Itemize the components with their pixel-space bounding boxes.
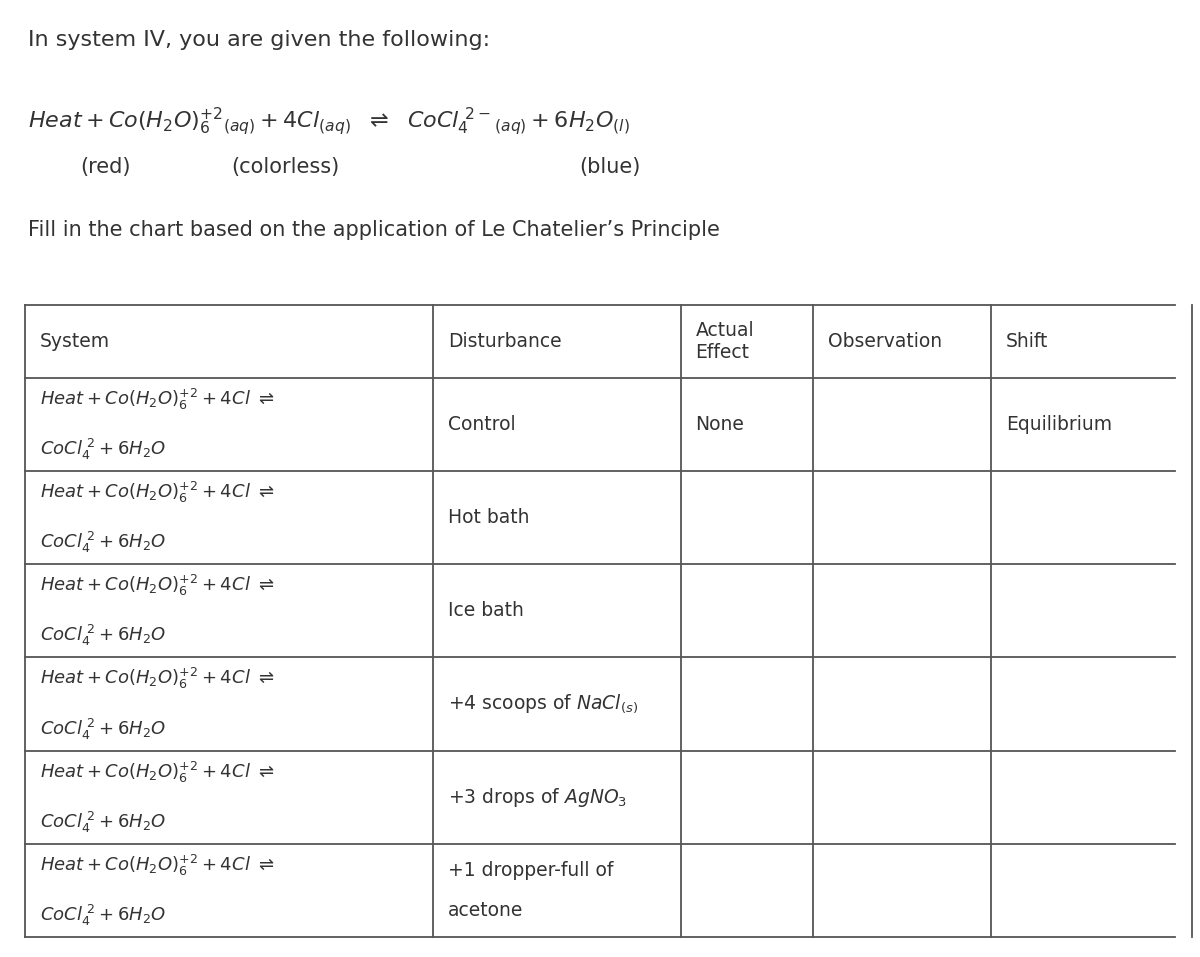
Text: In system IV, you are given the following:: In system IV, you are given the followin… bbox=[28, 30, 490, 50]
Text: Hot bath: Hot bath bbox=[449, 508, 529, 527]
Text: Equilibrium: Equilibrium bbox=[1006, 414, 1112, 434]
Text: Ice bath: Ice bath bbox=[449, 601, 524, 620]
Text: $\mathit{Heat + Co(H_2O)_{6}^{+2}{}_{(aq)} + 4Cl_{(aq)}}$$\ \ \rightleftharpoons: $\mathit{Heat + Co(H_2O)_{6}^{+2}{}_{(aq… bbox=[28, 105, 630, 137]
Text: (colorless): (colorless) bbox=[230, 157, 340, 177]
Text: Observation: Observation bbox=[828, 332, 942, 351]
Text: $\mathit{CoCl_4^{\ 2} + 6H_2O}$: $\mathit{CoCl_4^{\ 2} + 6H_2O}$ bbox=[40, 717, 166, 742]
Text: (blue): (blue) bbox=[580, 157, 641, 177]
Text: $\mathit{CoCl_4^{\ 2} + 6H_2O}$: $\mathit{CoCl_4^{\ 2} + 6H_2O}$ bbox=[40, 810, 166, 835]
Text: $\mathit{Heat + Co(H_2O)_6^{+2} + 4Cl\ \rightleftharpoons}$: $\mathit{Heat + Co(H_2O)_6^{+2} + 4Cl\ \… bbox=[40, 666, 275, 691]
Text: $\mathit{Heat + Co(H_2O)_6^{+2} + 4Cl\ \rightleftharpoons}$: $\mathit{Heat + Co(H_2O)_6^{+2} + 4Cl\ \… bbox=[40, 760, 275, 785]
Text: +3 drops of $\mathit{AgNO_3}$: +3 drops of $\mathit{AgNO_3}$ bbox=[449, 786, 628, 809]
Text: $\mathit{Heat + Co(H_2O)_6^{+2} + 4Cl\ \rightleftharpoons}$: $\mathit{Heat + Co(H_2O)_6^{+2} + 4Cl\ \… bbox=[40, 387, 275, 412]
Text: $\mathit{CoCl_4^{\ 2} + 6H_2O}$: $\mathit{CoCl_4^{\ 2} + 6H_2O}$ bbox=[40, 623, 166, 649]
Text: (red): (red) bbox=[79, 157, 131, 177]
Text: $\mathit{CoCl_4^{\ 2} + 6H_2O}$: $\mathit{CoCl_4^{\ 2} + 6H_2O}$ bbox=[40, 530, 166, 555]
Text: Disturbance: Disturbance bbox=[449, 332, 562, 351]
Text: $\mathit{Heat + Co(H_2O)_6^{+2} + 4Cl\ \rightleftharpoons}$: $\mathit{Heat + Co(H_2O)_6^{+2} + 4Cl\ \… bbox=[40, 853, 275, 878]
Text: Shift: Shift bbox=[1006, 332, 1049, 351]
Text: Actual
Effect: Actual Effect bbox=[696, 321, 754, 362]
Text: $\mathit{CoCl_4^{\ 2} + 6H_2O}$: $\mathit{CoCl_4^{\ 2} + 6H_2O}$ bbox=[40, 437, 166, 462]
Text: +1 dropper-full of: +1 dropper-full of bbox=[449, 860, 613, 879]
Text: None: None bbox=[696, 414, 744, 434]
Text: Fill in the chart based on the application of Le Chatelier’s Principle: Fill in the chart based on the applicati… bbox=[28, 220, 720, 240]
Text: $\mathit{Heat + Co(H_2O)_6^{+2} + 4Cl\ \rightleftharpoons}$: $\mathit{Heat + Co(H_2O)_6^{+2} + 4Cl\ \… bbox=[40, 573, 275, 598]
Text: +4 scoops of $\mathit{NaCl_{(s)}}$: +4 scoops of $\mathit{NaCl_{(s)}}$ bbox=[449, 693, 638, 715]
Text: System: System bbox=[40, 332, 110, 351]
Text: acetone: acetone bbox=[449, 901, 523, 920]
Text: Control: Control bbox=[449, 414, 516, 434]
Text: $\mathit{CoCl_4^{\ 2} + 6H_2O}$: $\mathit{CoCl_4^{\ 2} + 6H_2O}$ bbox=[40, 903, 166, 928]
Text: $\mathit{Heat + Co(H_2O)_6^{+2} + 4Cl\ \rightleftharpoons}$: $\mathit{Heat + Co(H_2O)_6^{+2} + 4Cl\ \… bbox=[40, 479, 275, 505]
